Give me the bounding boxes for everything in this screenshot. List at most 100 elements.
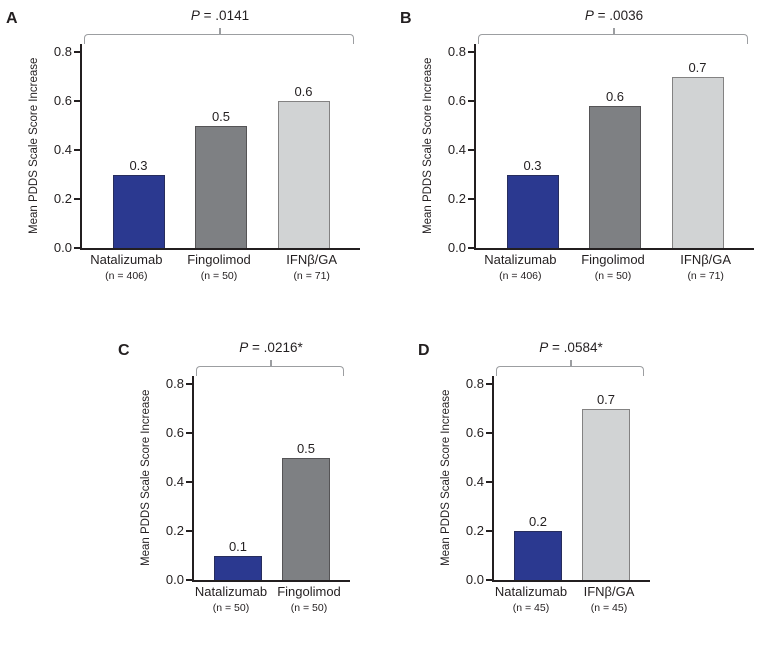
panel-letter-B: B <box>400 10 412 27</box>
y-tick-label: 0.4 <box>165 474 184 489</box>
bracket-notch <box>219 28 221 35</box>
bar-column: 0.7 <box>582 392 630 580</box>
bar-column: 0.6 <box>277 84 330 248</box>
bar-value-label: 0.5 <box>211 108 231 124</box>
panel-A: A P = .0141 Mean PDDS Scale Score Increa… <box>6 8 360 282</box>
p-value-A: P = .0141 <box>80 8 360 28</box>
y-tick-label: 0.0 <box>447 240 466 255</box>
y-tick-label: 0.8 <box>165 376 184 391</box>
sample-size-label: (n = 45) <box>590 602 628 614</box>
bar-chart-B: P = .0036 Mean PDDS Scale Score Increase… <box>420 8 754 282</box>
x-axis-labels: Natalizumab (n = 406) Fingolimod (n = 50) IF… <box>474 252 752 282</box>
y-axis: 0.0 0.2 0.4 0.6 0.8 <box>454 376 492 587</box>
y-tick-mark <box>486 530 492 532</box>
y-axis: 0.0 0.2 0.4 0.6 0.8 <box>42 44 80 255</box>
y-axis: 0.0 0.2 0.4 0.6 0.8 <box>154 376 192 587</box>
panel-C: C P = .0216* Mean PDDS Scale Score Incre… <box>118 340 350 614</box>
y-tick-mark <box>486 383 492 385</box>
p-value-text: = .0141 <box>199 8 250 23</box>
category-label: Natalizumab <box>494 584 568 599</box>
bar-column: 0.5 <box>195 108 247 248</box>
y-axis: 0.0 0.2 0.4 0.6 0.8 <box>436 44 474 255</box>
category-column: Fingolimod (n = 50) <box>567 252 660 282</box>
sample-size-label: (n = 71) <box>293 270 330 282</box>
p-symbol: P <box>539 340 549 355</box>
bar-column: 0.2 <box>514 514 562 580</box>
significance-bracket <box>80 28 358 44</box>
p-symbol: P <box>190 8 200 23</box>
category-column: Natalizumab (n = 45) <box>492 584 570 614</box>
y-tick-label: 0.8 <box>53 44 72 59</box>
category-label: IFNβ/GA <box>583 584 635 599</box>
y-tick-label: 0.2 <box>465 523 484 538</box>
y-tick-label: 0.4 <box>465 474 484 489</box>
bars: 0.2 0.7 <box>494 376 650 580</box>
bar-value-label: 0.1 <box>228 538 248 554</box>
y-tick-label: 0.2 <box>53 191 72 206</box>
bar-chart-D: P = .0584* Mean PDDS Scale Score Increas… <box>438 340 650 614</box>
p-symbol: P <box>584 8 594 23</box>
sample-size-label: (n = 50) <box>290 602 328 614</box>
panel-letter-C: C <box>118 342 130 359</box>
plot-area: 0.2 0.7 <box>492 376 650 582</box>
x-axis-labels: Natalizumab (n = 406) Fingolimod (n = 50) IF… <box>80 252 358 282</box>
category-label: Natalizumab <box>484 252 557 267</box>
category-column: Natalizumab (n = 406) <box>80 252 173 282</box>
bar-value-label: 0.2 <box>528 514 548 529</box>
panel-B: B P = .0036 Mean PDDS Scale Score Increa… <box>400 8 754 282</box>
category-label: Fingolimod <box>187 252 251 267</box>
significance-bracket <box>474 28 752 44</box>
y-tick-label: 0.6 <box>165 425 184 440</box>
bar <box>195 125 247 248</box>
y-tick-mark <box>186 383 192 385</box>
category-column: Natalizumab (n = 50) <box>192 584 270 614</box>
y-axis-label: Mean PDDS Scale Score Increase <box>140 389 152 567</box>
y-axis-label: Mean PDDS Scale Score Increase <box>422 57 434 235</box>
y-tick-mark <box>74 51 80 53</box>
category-label: Fingolimod <box>277 584 341 599</box>
p-value-D: P = .0584* <box>492 340 650 360</box>
sample-size-label: (n = 50) <box>200 270 238 282</box>
significance-bracket <box>492 360 648 376</box>
y-tick-label: 0.8 <box>447 44 466 59</box>
panel-D: D P = .0584* Mean PDDS Scale Score Incre… <box>418 340 650 614</box>
bar <box>214 555 262 580</box>
bar-column: 0.7 <box>671 59 724 248</box>
bar-column: 0.3 <box>506 157 559 248</box>
category-column: Fingolimod (n = 50) <box>270 584 348 614</box>
plot-area: 0.3 0.6 0.7 <box>474 44 754 250</box>
y-tick-mark <box>468 51 474 53</box>
bars: 0.3 0.6 0.7 <box>476 44 754 248</box>
p-value-C: P = .0216* <box>192 340 350 360</box>
sample-size-label: (n = 50) <box>594 270 632 282</box>
category-label: Natalizumab <box>194 584 268 599</box>
y-tick-mark <box>486 481 492 483</box>
bar-value-label: 0.7 <box>688 59 707 75</box>
y-tick-label: 0.4 <box>53 142 72 157</box>
category-label: IFNβ/GA <box>286 252 338 267</box>
plot-area: 0.3 0.5 0.6 <box>80 44 360 250</box>
bar-column: 0.6 <box>589 89 641 248</box>
panel-letter-D: D <box>418 342 430 359</box>
y-axis-label: Mean PDDS Scale Score Increase <box>28 57 40 235</box>
y-tick-mark <box>74 247 80 249</box>
bar <box>112 174 165 248</box>
y-tick-mark <box>74 149 80 151</box>
sample-size-label: (n = 45) <box>512 602 550 614</box>
plot-area: 0.1 0.5 <box>192 376 350 582</box>
sample-size-label: (n = 406) <box>105 270 148 282</box>
y-tick-mark <box>486 432 492 434</box>
y-tick-mark <box>468 100 474 102</box>
bar-value-label: 0.6 <box>294 84 313 99</box>
p-value-text: = .0584* <box>548 340 603 355</box>
p-value-text: = .0036 <box>593 8 644 23</box>
category-column: IFNβ/GA (n = 71) <box>659 252 752 282</box>
bar-value-label: 0.3 <box>523 157 542 173</box>
y-tick-label: 0.0 <box>53 240 72 255</box>
category-label: IFNβ/GA <box>680 252 732 267</box>
bar-chart-C: P = .0216* Mean PDDS Scale Score Increas… <box>138 340 350 614</box>
y-tick-mark <box>468 247 474 249</box>
y-tick-mark <box>186 481 192 483</box>
y-tick-label: 0.0 <box>465 572 484 587</box>
y-tick-mark <box>468 149 474 151</box>
